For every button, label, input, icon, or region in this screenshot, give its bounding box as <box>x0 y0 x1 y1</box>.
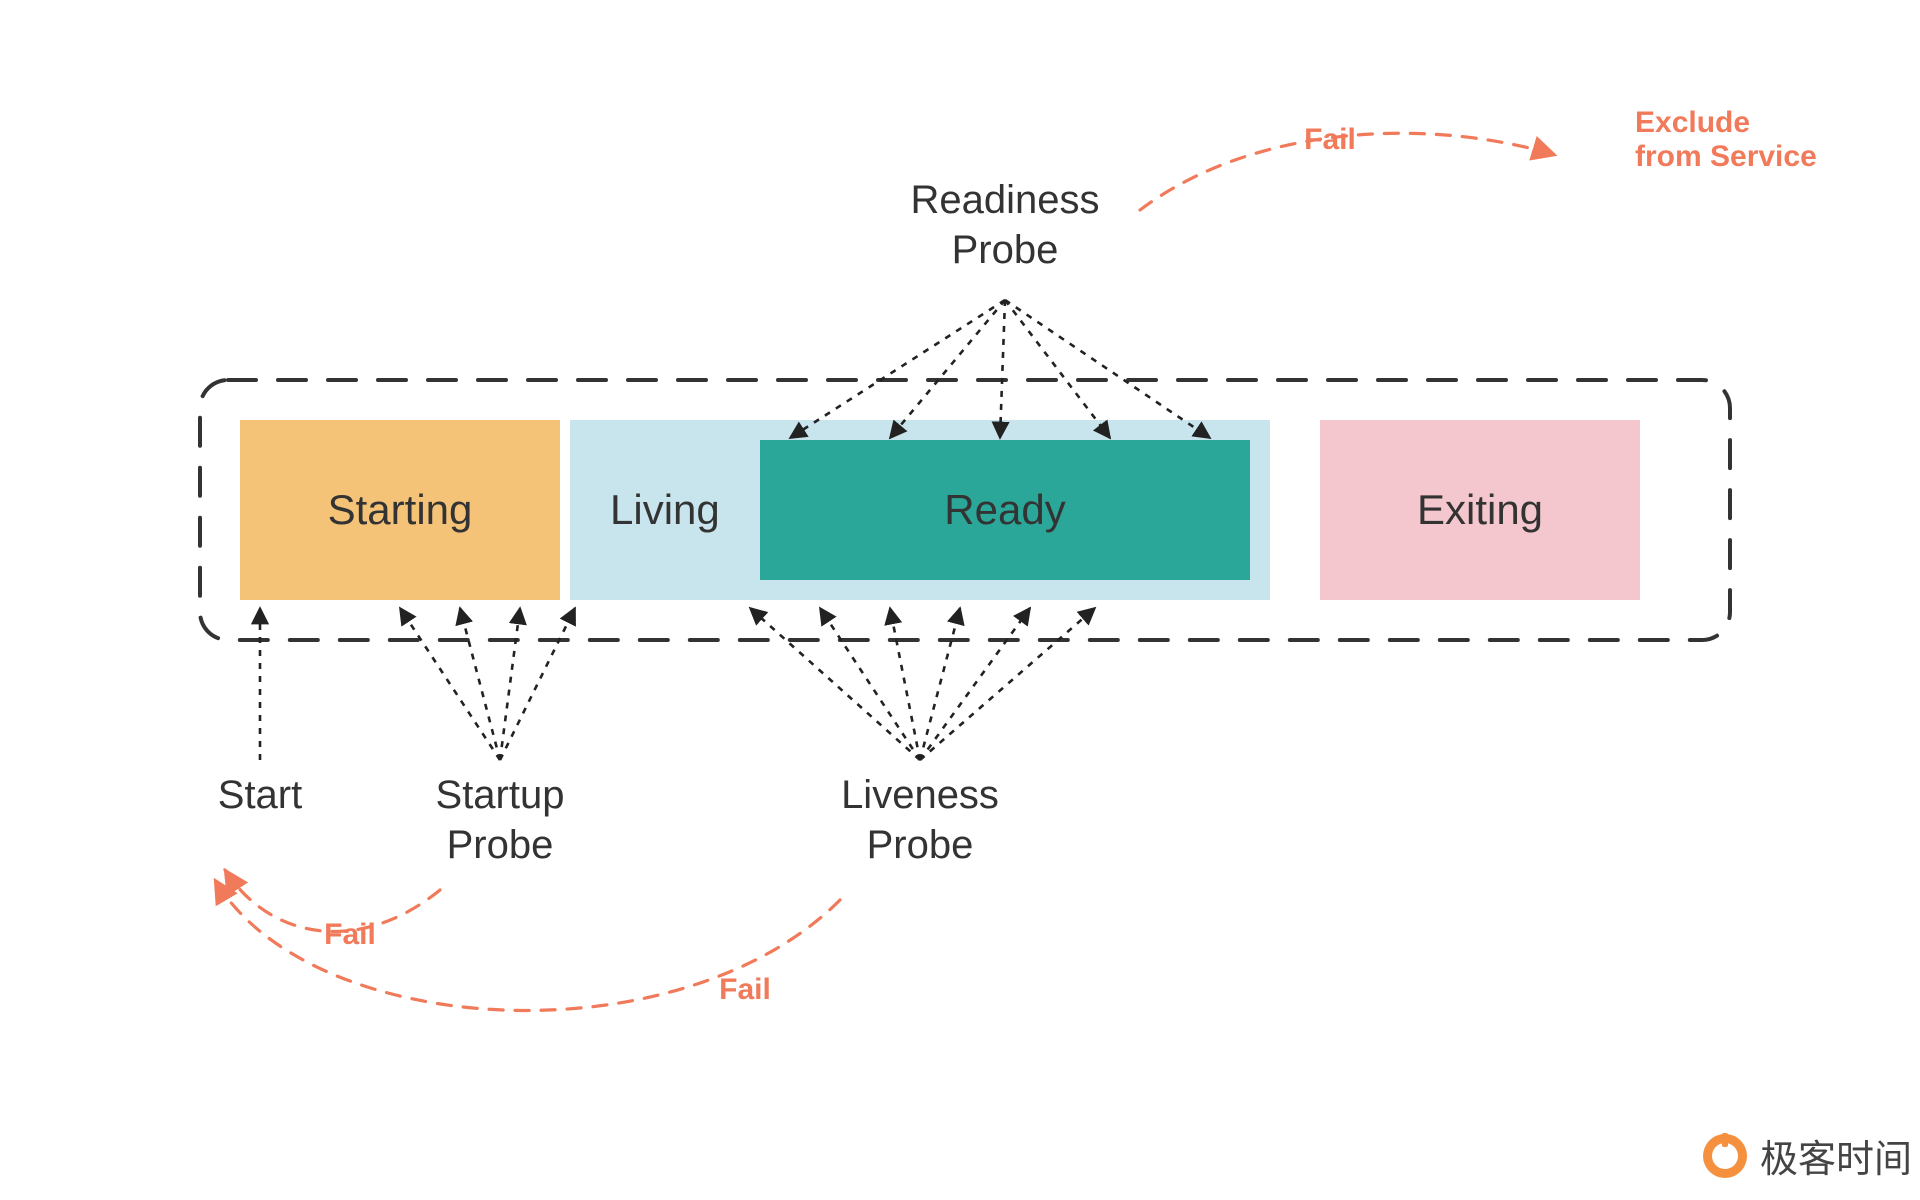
fail-label-startup: Fail <box>324 918 376 952</box>
state-exiting: Exiting <box>1320 420 1640 600</box>
fail-label-readiness: Fail <box>1304 123 1356 157</box>
watermark-text: 极客时间 <box>1760 1128 1912 1183</box>
diagram-stage: Starting Living Ready Exiting Readiness … <box>0 0 1920 1200</box>
geek-time-icon <box>1700 1131 1750 1181</box>
state-ready-label: Ready <box>944 486 1065 534</box>
startup-probe-label: Startup Probe <box>436 770 565 870</box>
readiness-probe-label: Readiness Probe <box>910 175 1099 275</box>
fail-label-liveness: Fail <box>719 973 771 1007</box>
state-starting-label: Starting <box>328 486 473 534</box>
liveness-probe-label: Liveness Probe <box>841 770 999 870</box>
state-living-label: Living <box>610 486 720 534</box>
exclude-from-service-label: Exclude from Service <box>1635 106 1825 174</box>
start-label: Start <box>218 770 302 820</box>
state-exiting-label: Exiting <box>1417 486 1543 534</box>
watermark-logo: 极客时间 <box>1700 1128 1912 1183</box>
state-starting: Starting <box>240 420 560 600</box>
state-ready: Ready <box>760 440 1250 580</box>
